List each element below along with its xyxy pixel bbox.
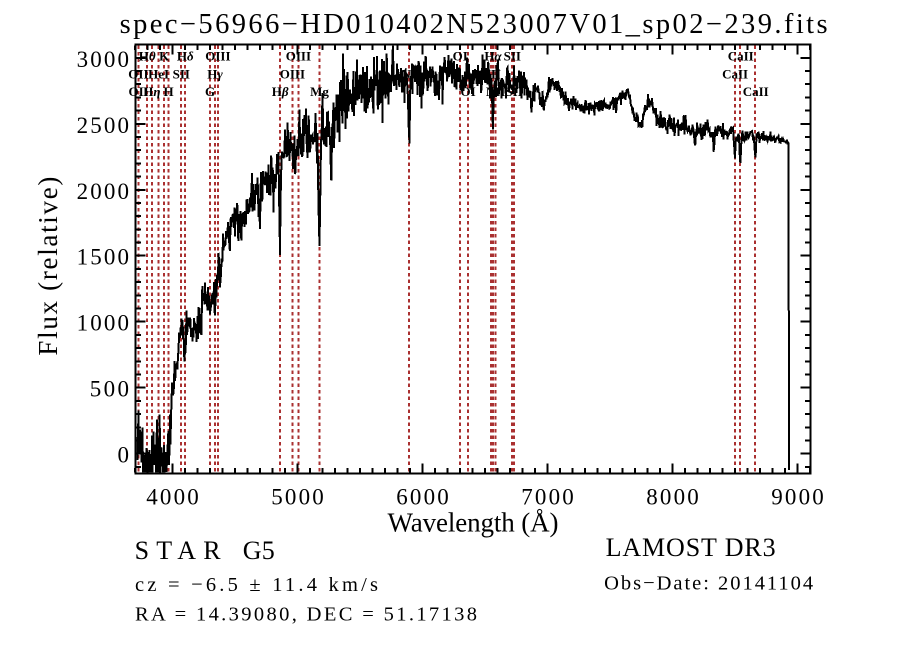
svg-text:RA = 14.39080, DEC = 51.1713: RA = 14.39080, DEC = 51.17138 bbox=[135, 604, 477, 626]
svg-text:STAR: STAR bbox=[135, 536, 222, 565]
svg-text:NII: NII bbox=[481, 66, 501, 81]
svg-text:LAMOST DR3: LAMOST DR3 bbox=[606, 533, 776, 562]
svg-text:K: K bbox=[159, 49, 170, 64]
svg-text:NII: NII bbox=[486, 84, 506, 99]
svg-text:Hα: Hα bbox=[484, 49, 502, 64]
svg-text:Na: Na bbox=[401, 66, 417, 81]
svg-text:OII: OII bbox=[128, 84, 148, 99]
svg-text:cz = −6.5 ± 11.4 km/s: cz = −6.5 ± 11.4 km/s bbox=[135, 574, 378, 596]
svg-text:G5: G5 bbox=[243, 536, 275, 565]
svg-text:CaII: CaII bbox=[743, 84, 769, 99]
svg-text:Hγ: Hγ bbox=[207, 66, 223, 81]
svg-text:OI: OI bbox=[461, 84, 476, 99]
svg-text:SII: SII bbox=[173, 66, 190, 81]
svg-text:Hδ: Hδ bbox=[177, 49, 194, 64]
svg-text:CaII: CaII bbox=[722, 66, 748, 81]
svg-text:G: G bbox=[205, 84, 215, 99]
svg-text:0: 0 bbox=[118, 443, 130, 468]
svg-text:OIII: OIII bbox=[205, 49, 230, 64]
svg-text:Wavelength (Å): Wavelength (Å) bbox=[388, 508, 559, 538]
svg-text:OIII: OIII bbox=[286, 49, 311, 64]
svg-text:spec−56966−HD010402N523007V01_: spec−56966−HD010402N523007V01_sp02−239.f… bbox=[120, 9, 828, 40]
svg-text:OI: OI bbox=[453, 49, 468, 64]
svg-text:OII: OII bbox=[128, 66, 148, 81]
svg-text:Mg: Mg bbox=[310, 84, 329, 99]
svg-text:500: 500 bbox=[90, 377, 129, 402]
svg-text:HeI: HeI bbox=[148, 66, 169, 81]
svg-text:SII: SII bbox=[505, 84, 522, 99]
svg-text:OIII: OIII bbox=[280, 66, 305, 81]
svg-text:SII: SII bbox=[504, 49, 521, 64]
svg-text:Hη: Hη bbox=[143, 84, 160, 99]
svg-text:Flux (relative): Flux (relative) bbox=[33, 177, 63, 356]
svg-text:Hθ: Hθ bbox=[139, 49, 156, 64]
svg-text:H: H bbox=[163, 84, 173, 99]
svg-text:Hβ: Hβ bbox=[272, 84, 289, 99]
svg-text:Obs−Date: 20141104: Obs−Date: 20141104 bbox=[604, 573, 813, 595]
svg-text:CaII: CaII bbox=[728, 49, 754, 64]
